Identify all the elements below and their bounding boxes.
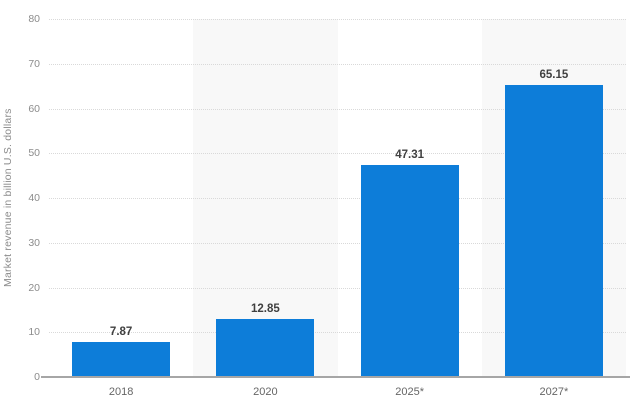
gridline-60 bbox=[49, 108, 626, 110]
category-label-2018: 2018 bbox=[108, 386, 134, 398]
gridline-70 bbox=[49, 63, 626, 65]
gridline-80 bbox=[49, 19, 626, 20]
y-tick-30: 30 bbox=[28, 236, 40, 249]
y-tick-70: 70 bbox=[28, 57, 40, 70]
value-label-2018: 7.87 bbox=[109, 325, 133, 338]
x-axis-line bbox=[41, 376, 630, 378]
gridline-40 bbox=[49, 198, 626, 199]
y-tick-50: 50 bbox=[28, 147, 40, 160]
value-label-2020: 12.85 bbox=[250, 303, 280, 316]
y-tick-0: 0 bbox=[34, 371, 40, 383]
bar-2027[interactable] bbox=[504, 85, 603, 377]
bar-2018[interactable] bbox=[72, 341, 171, 377]
bar-2025[interactable] bbox=[360, 165, 459, 377]
bar-2020[interactable] bbox=[216, 319, 315, 377]
gridline-50 bbox=[49, 153, 626, 155]
gridline-10 bbox=[49, 332, 626, 334]
gridline-30 bbox=[49, 242, 626, 244]
category-label-2025: 2025* bbox=[395, 386, 424, 398]
category-label-2027: 2027* bbox=[539, 386, 569, 398]
y-tick-20: 20 bbox=[28, 281, 40, 294]
value-label-2025: 47.31 bbox=[395, 149, 425, 162]
gridline-20 bbox=[49, 287, 626, 289]
value-label-2027: 65.15 bbox=[539, 69, 569, 82]
y-tick-40: 40 bbox=[28, 192, 40, 204]
plot-area: 7.87 12.85 47.31 65.15 bbox=[49, 19, 626, 377]
y-tick-80: 80 bbox=[28, 13, 40, 25]
y-tick-10: 10 bbox=[28, 326, 40, 339]
y-tick-60: 60 bbox=[28, 102, 40, 115]
category-label-2020: 2020 bbox=[253, 386, 278, 398]
